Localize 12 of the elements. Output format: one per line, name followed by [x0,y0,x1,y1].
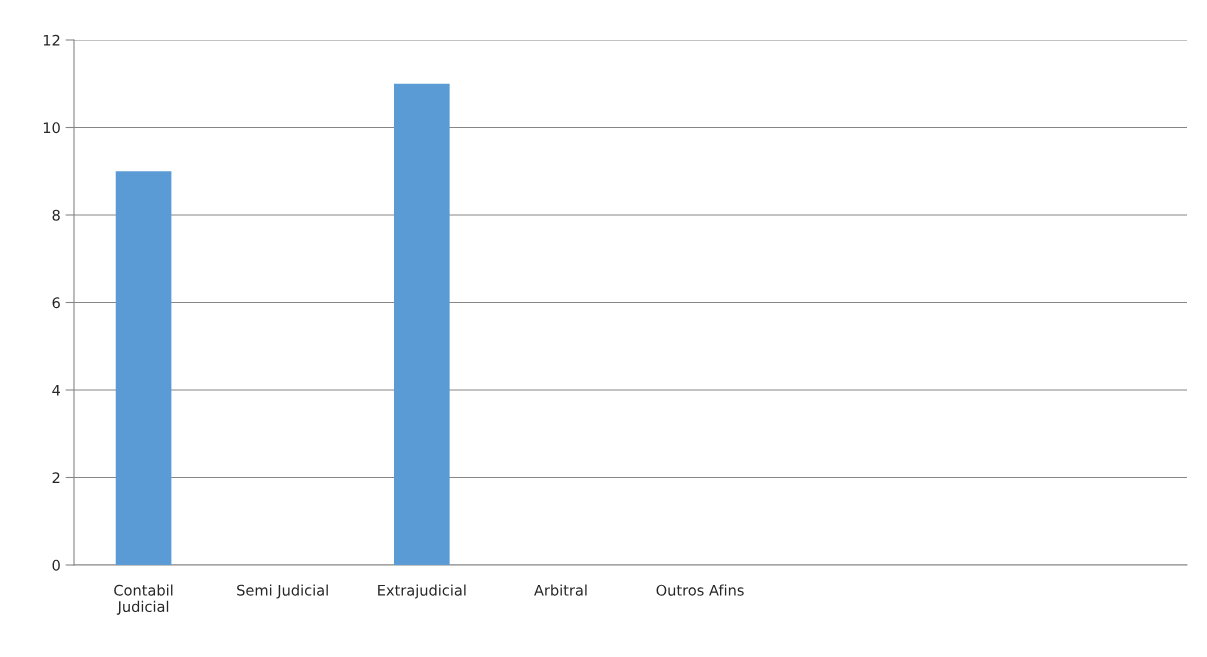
y-tick-label: 12 [43,34,60,46]
y-tick-label: 8 [52,209,60,221]
y-tick-label: 6 [52,297,60,309]
y-tick-label: 10 [43,122,60,134]
x-tick-label: Extrajudicial [378,584,466,599]
y-tick-label: 0 [52,559,60,571]
y-tick-label: 4 [52,384,60,396]
x-tick-label: Contabil Judicial [114,584,173,615]
x-tick-label: Outros Afins [656,584,744,596]
x-tick-label: Semi Judicial [237,584,328,599]
y-tick-label: 2 [52,472,60,484]
x-tick-label: Arbitral [534,584,587,596]
